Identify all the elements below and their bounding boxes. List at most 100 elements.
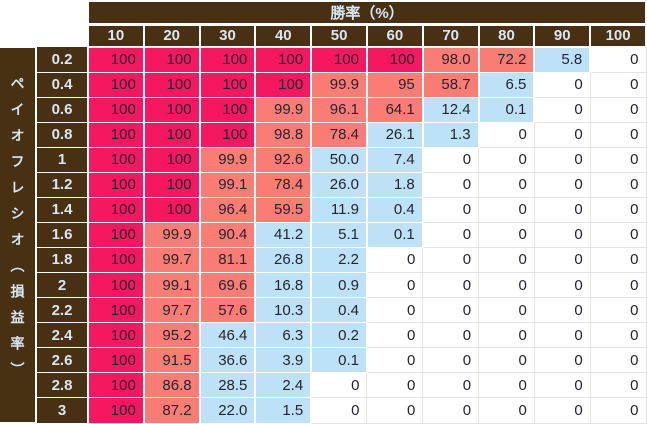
row-label-1: 1 xyxy=(35,146,89,173)
cell-2.8-80: 0 xyxy=(478,372,535,399)
cell-2-80: 0 xyxy=(478,271,535,299)
cell-0.2-10: 100 xyxy=(87,46,145,73)
x-axis-title: 勝率（%） xyxy=(87,0,647,26)
cell-0.4-60: 95 xyxy=(365,71,424,98)
table-row: 0.8 100 100 100 98.8 78.4 26.1 1.3 0 0 0 xyxy=(0,121,647,148)
cell-0.2-90: 5.8 xyxy=(533,46,592,73)
cell-2.6-80: 0 xyxy=(478,347,535,374)
cell-1.4-50: 11.9 xyxy=(310,196,368,223)
cell-1.4-30: 96.4 xyxy=(198,196,257,223)
cell-0.4-70: 58.7 xyxy=(421,71,480,98)
table-row: 2.6 100 91.5 36.6 3.9 0.1 0 0 0 0 0 xyxy=(0,347,647,374)
col-header-70: 70 xyxy=(421,24,480,48)
row-label-0.4: 0.4 xyxy=(35,71,89,98)
cell-2.4-50: 0.2 xyxy=(310,322,368,349)
table-row: 2.2 100 97.7 57.6 10.3 0.4 0 0 0 0 0 xyxy=(0,297,647,324)
table-row: 1.4 100 100 96.4 59.5 11.9 0.4 0 0 0 0 xyxy=(0,196,647,223)
cell-0.6-80: 0.1 xyxy=(477,96,536,123)
table-row: ペイオフレシオ（損益率） 0.2 100 100 100 100 100 100 98.0 72.… xyxy=(0,45,647,424)
cell-0.4-100: 0 xyxy=(589,71,647,98)
cell-0.6-60: 64.1 xyxy=(365,96,424,123)
col-header-row: 10 20 30 40 50 60 70 80 90 100 xyxy=(0,24,647,48)
cell-0.2-40: 100 xyxy=(254,46,313,73)
cell-0.4-30: 100 xyxy=(198,71,257,98)
cell-1.4-10: 100 xyxy=(87,196,145,223)
table-row: 3 100 87.2 22.0 1.5 0 0 0 0 0 0 xyxy=(0,397,647,424)
table-row: 1.8 100 99.7 81.1 26.8 2.2 0 0 0 0 0 xyxy=(0,246,647,273)
cell-1.8-30: 81.1 xyxy=(198,246,257,273)
cell-1.6-20: 99.9 xyxy=(142,221,201,248)
cell-0.2-100: 0 xyxy=(589,46,647,73)
cell-2-60: 0 xyxy=(366,271,424,299)
cell-2.2-40: 10.3 xyxy=(254,297,313,324)
cell-0.8-80: 0 xyxy=(478,121,535,148)
cell-2.4-90: 0 xyxy=(533,322,591,349)
cell-1-30: 99.9 xyxy=(198,146,257,173)
cell-2.6-10: 100 xyxy=(87,347,145,374)
x-axis-title-row: 勝率（%） xyxy=(0,0,647,47)
row-label-1.8: 1.8 xyxy=(35,246,89,273)
cell-3-20: 87.2 xyxy=(142,397,201,424)
cell-0.8-40: 98.8 xyxy=(254,121,313,148)
cell-2.4-10: 100 xyxy=(87,322,145,349)
cell-2.8-90: 0 xyxy=(533,372,591,399)
cell-1-90: 0 xyxy=(533,146,591,173)
cell-2.4-100: 0 xyxy=(589,322,647,349)
cell-2-10: 100 xyxy=(87,271,145,299)
table-row: 1.6 100 99.9 90.4 41.2 5.1 0.1 0 0 0 0 xyxy=(0,221,647,248)
cell-1.2-80: 0 xyxy=(478,171,535,198)
cell-0.8-10: 100 xyxy=(87,121,145,148)
cell-1.8-10: 100 xyxy=(87,246,145,273)
cell-0.2-20: 100 xyxy=(142,46,201,73)
cell-1.8-20: 99.7 xyxy=(142,246,201,273)
col-header-80: 80 xyxy=(477,24,536,48)
cell-1.4-80: 0 xyxy=(478,196,535,223)
cell-2-100: 0 xyxy=(589,271,647,299)
cell-0.6-50: 96.1 xyxy=(310,96,368,123)
cell-2.2-30: 57.6 xyxy=(198,297,257,324)
cell-2.8-40: 2.4 xyxy=(254,372,313,399)
cell-0.4-20: 100 xyxy=(142,71,201,98)
cell-3-30: 22.0 xyxy=(198,397,257,424)
cell-1.4-40: 59.5 xyxy=(254,196,313,223)
y-axis-title-cell: ペイオフレシオ（損益率） xyxy=(0,45,37,424)
cell-1.8-100: 0 xyxy=(589,246,647,273)
cell-0.6-100: 0 xyxy=(589,96,647,123)
cell-0.4-40: 100 xyxy=(254,71,313,98)
row-label-0.8: 0.8 xyxy=(35,121,89,148)
cell-0.6-90: 0 xyxy=(533,96,591,123)
table-row: 2.8 100 86.8 28.5 2.4 0 0 0 0 0 0 xyxy=(0,372,647,399)
cell-1.6-90: 0 xyxy=(533,221,591,248)
cell-0.6-40: 99.9 xyxy=(254,96,313,123)
cell-0.4-90: 0 xyxy=(533,71,591,98)
cell-1.6-40: 41.2 xyxy=(254,221,313,248)
col-header-10: 10 xyxy=(87,24,145,48)
cell-0.4-10: 100 xyxy=(87,71,145,98)
col-header-60: 60 xyxy=(365,24,424,48)
cell-2-30: 69.6 xyxy=(198,271,257,299)
cell-1.4-20: 100 xyxy=(142,196,201,223)
cell-1.2-70: 0 xyxy=(422,171,480,198)
cell-0.6-30: 100 xyxy=(198,96,257,123)
cell-2.2-90: 0 xyxy=(533,297,591,324)
cell-0.2-70: 98.0 xyxy=(421,46,480,73)
col-header-90: 90 xyxy=(533,24,592,48)
cell-0.2-50: 100 xyxy=(310,46,368,73)
cell-0.6-20: 100 xyxy=(142,96,201,123)
cell-2.2-20: 97.7 xyxy=(142,297,201,324)
cell-1.6-80: 0 xyxy=(478,221,535,248)
table-row: 0.6 100 100 100 99.9 96.1 64.1 12.4 0.1 0 0 xyxy=(0,96,647,123)
cell-2.8-50: 0 xyxy=(310,372,368,399)
cell-1.6-100: 0 xyxy=(589,221,647,248)
cell-1.2-100: 0 xyxy=(589,171,647,198)
row-label-0.6: 0.6 xyxy=(35,96,89,123)
cell-1.6-60: 0.1 xyxy=(365,221,424,248)
cell-3-100: 0 xyxy=(589,397,647,424)
cell-3-50: 0 xyxy=(310,397,368,424)
cell-1-80: 0 xyxy=(478,146,535,173)
cell-0.4-80: 6.5 xyxy=(477,71,536,98)
cell-2.4-30: 46.4 xyxy=(198,322,257,349)
cell-0.6-70: 12.4 xyxy=(421,96,480,123)
